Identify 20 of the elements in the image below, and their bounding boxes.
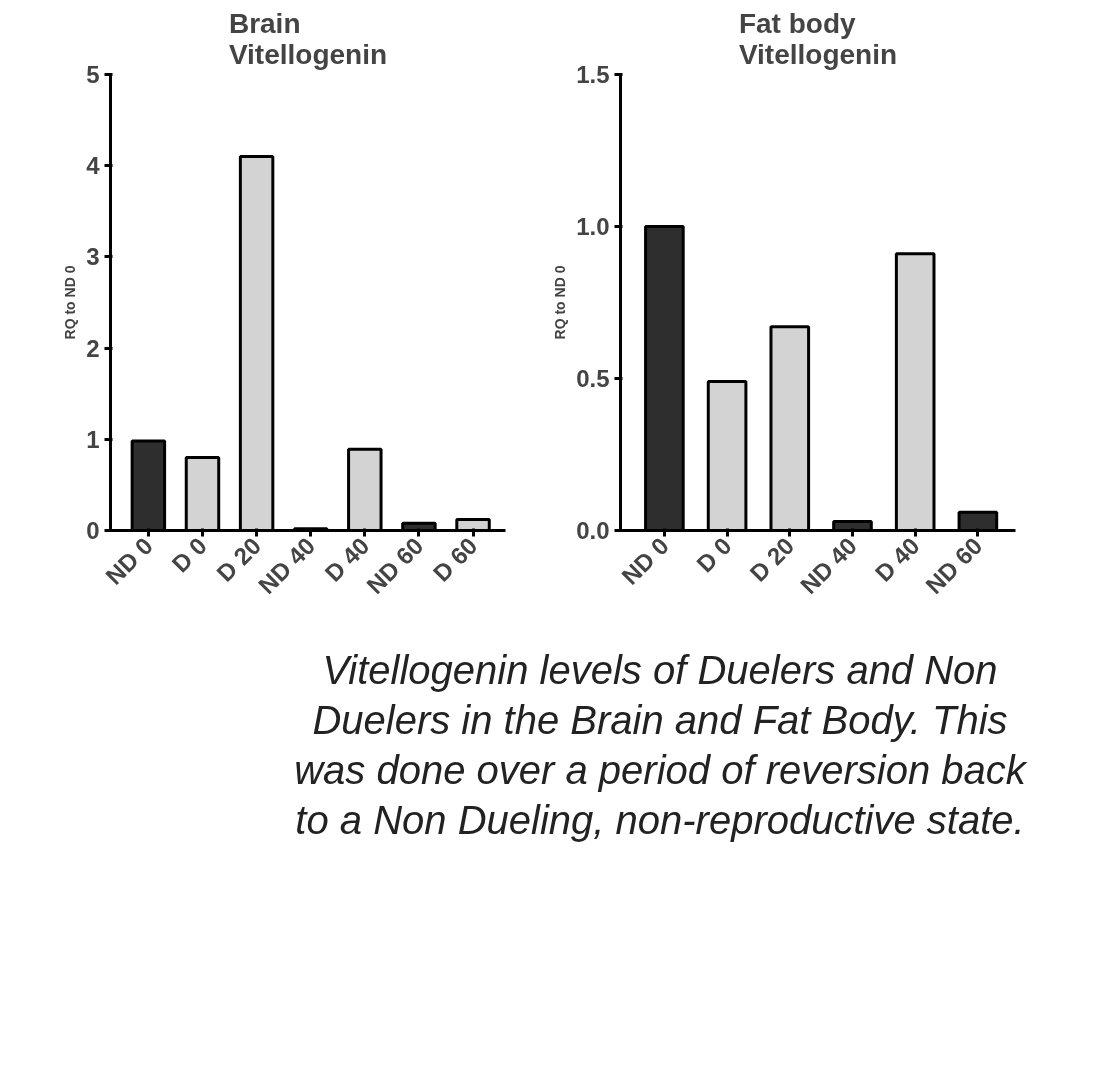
y-tick-label: 4 [86,152,101,180]
y-tick-label: 3 [86,243,100,271]
y-tick-label: 2 [86,334,100,362]
chart-title: Fat body Vitellogenin [738,7,898,70]
x-tick-label: D 60 [427,531,483,587]
y-tick-label: 0.0 [576,517,610,544]
y-tick-label: 1.5 [576,61,610,88]
y-tick-label: 0 [86,517,100,544]
y-tick-label: 0.5 [576,365,610,392]
y-tick-label: 1.0 [576,213,610,240]
x-tick-label: D 0 [166,531,213,578]
y-axis-title: RQ to ND 0 [552,265,569,340]
x-tick-label: ND 0 [100,531,158,590]
x-tick-label: D 0 [691,531,737,578]
text: Vitellogenin levels of Duelers and Non Duelers in the Brain and Fat Body. This was done over a period of reversion back to a Non Dueling, non-reproductive state. [293,647,1028,844]
y-tick-label: 1 [86,425,100,453]
chart-title: Brain Vitellogenin [228,7,388,70]
x-tick-label: ND 0 [616,531,674,590]
y-tick-label: 5 [86,61,100,88]
y-axis-title: RQ to ND 0 [62,265,79,340]
